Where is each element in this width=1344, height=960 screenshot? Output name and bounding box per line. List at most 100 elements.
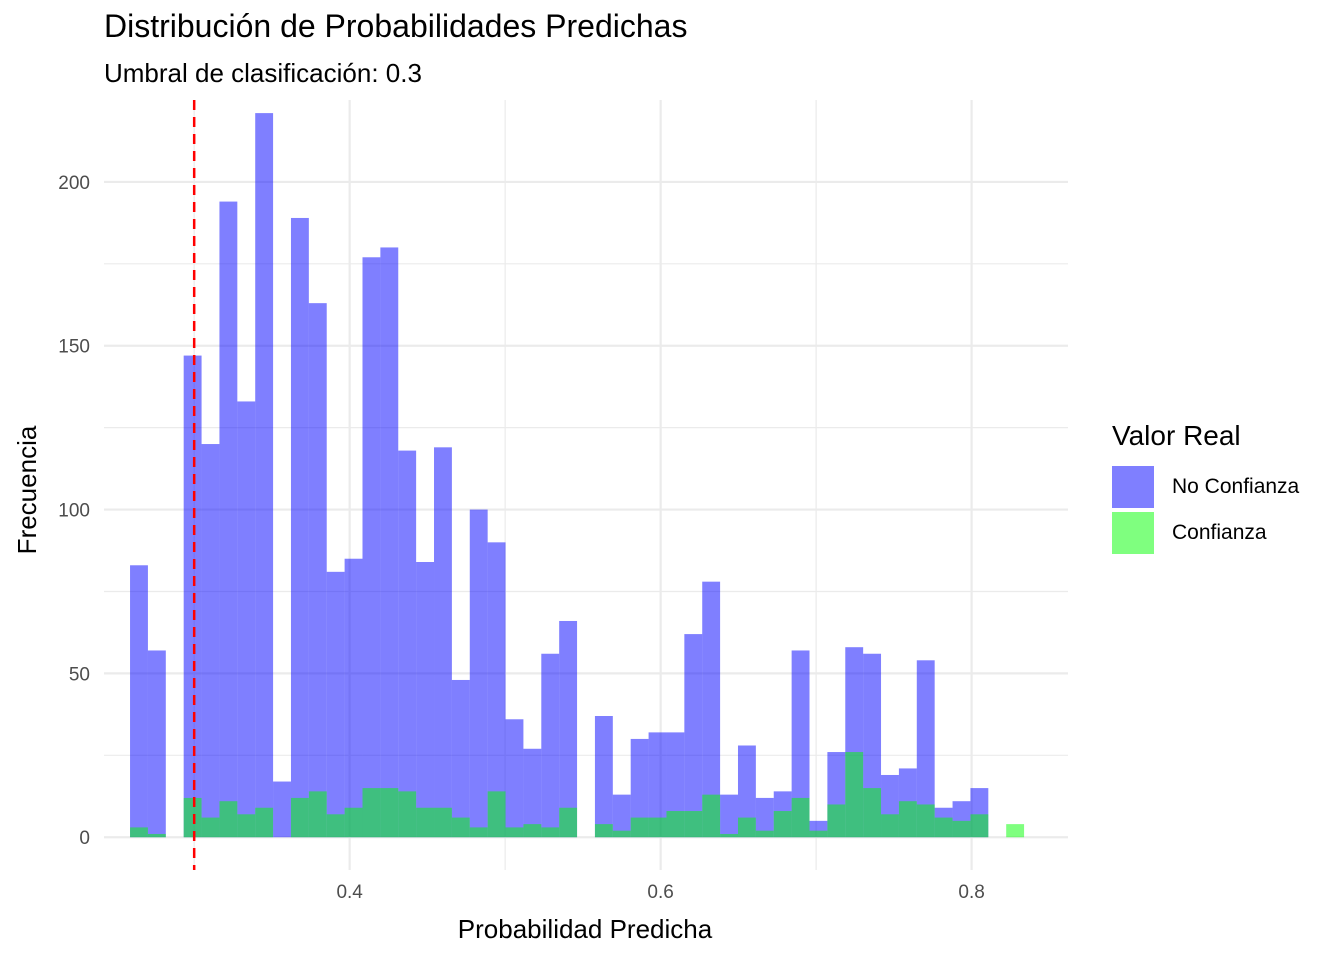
bar-confianza (898, 801, 917, 838)
bar-no-confianza (541, 653, 560, 838)
bar-confianza (666, 811, 685, 838)
bar-no-confianza (755, 797, 774, 838)
bar-confianza (326, 814, 345, 838)
legend-label-no-confianza: No Confianza (1172, 475, 1300, 498)
bar-no-confianza (273, 781, 291, 838)
bar-confianza (362, 788, 381, 838)
bar-no-confianza (737, 745, 756, 838)
legend-item-confianza: Confianza (1112, 510, 1299, 556)
bar-confianza (702, 794, 721, 838)
bar-confianza (916, 804, 935, 838)
bar-no-confianza (344, 558, 363, 838)
bar-confianza (755, 830, 774, 838)
x-axis-title: Probabilidad Predicha (458, 914, 713, 944)
legend-item-no-confianza: No Confianza (1112, 464, 1299, 510)
bar-confianza (147, 833, 166, 838)
legend-label-confianza: Confianza (1172, 521, 1267, 544)
bar-confianza (487, 791, 506, 838)
bar-no-confianza (630, 738, 649, 838)
chart-subtitle: Umbral de clasificación: 0.3 (104, 58, 422, 88)
bar-no-confianza (326, 571, 345, 838)
y-axis-ticks: 0 50 100 150 200 (58, 173, 90, 849)
bar-confianza (970, 814, 989, 838)
bar-confianza (648, 817, 667, 838)
bar-confianza (827, 804, 846, 838)
bar-confianza (612, 830, 631, 838)
chart-title: Distribución de Probabilidades Predichas (104, 8, 688, 44)
bar-confianza (434, 807, 452, 838)
bar-no-confianza (147, 650, 166, 838)
bar-no-confianza (451, 679, 470, 838)
y-axis-title: Frecuencia (12, 425, 42, 554)
x-tick-label: 0.8 (958, 882, 984, 903)
bar-no-confianza (594, 716, 613, 838)
bar-no-confianza (702, 581, 721, 838)
bar-confianza (451, 817, 470, 838)
y-tick-label: 50 (69, 664, 90, 685)
bar-confianza (130, 827, 148, 838)
bar-confianza (934, 817, 953, 838)
bar-no-confianza (290, 217, 309, 838)
bar-confianza (881, 814, 899, 838)
x-tick-label: 0.6 (647, 882, 673, 903)
bar-confianza (773, 811, 792, 838)
y-tick-label: 0 (79, 828, 90, 849)
bar-confianza (952, 820, 971, 838)
legend: Valor Real No Confianza Confianza (1112, 420, 1299, 556)
bar-no-confianza (434, 447, 452, 838)
bar-confianza (541, 827, 560, 838)
bar-confianza (809, 830, 828, 838)
y-tick-label: 100 (58, 501, 90, 522)
bar-no-confianza (648, 732, 667, 838)
bar-confianza (308, 791, 327, 838)
bar-confianza (863, 788, 882, 838)
bar-no-confianza (684, 634, 703, 838)
series-confianza (130, 752, 1025, 838)
bar-no-confianza (791, 650, 810, 838)
series-no-confianza (130, 113, 989, 838)
bar-confianza (523, 824, 542, 838)
bar-confianza (684, 811, 703, 838)
bar-confianza (845, 752, 864, 838)
bar-confianza (219, 801, 238, 838)
legend-swatch-no-confianza (1112, 466, 1154, 508)
bar-confianza (398, 791, 417, 838)
bar-no-confianza (237, 401, 256, 838)
bar-no-confianza (416, 562, 435, 838)
bar-no-confianza (380, 247, 399, 838)
bar-confianza (559, 807, 578, 838)
bar-no-confianza (487, 542, 506, 838)
x-tick-label: 0.4 (336, 882, 363, 903)
bar-confianza (791, 797, 810, 838)
bar-no-confianza (505, 719, 524, 838)
bar-no-confianza (559, 620, 578, 838)
bar-confianza (344, 807, 363, 838)
bar-confianza (737, 817, 756, 838)
bar-confianza (469, 827, 488, 838)
bar-no-confianza (612, 794, 631, 838)
bar-no-confianza (523, 748, 542, 838)
y-tick-label: 200 (58, 173, 90, 194)
bar-confianza (255, 807, 274, 838)
bar-no-confianza (308, 303, 327, 838)
bar-confianza (416, 807, 435, 838)
bar-no-confianza (398, 450, 417, 838)
y-tick-label: 150 (58, 337, 90, 358)
bar-confianza (237, 814, 256, 838)
bar-confianza (201, 817, 220, 838)
bar-no-confianza (183, 355, 202, 838)
bar-confianza (183, 797, 202, 838)
x-axis-ticks: 0.4 0.6 0.8 (336, 882, 984, 903)
bar-confianza (380, 788, 399, 838)
bar-no-confianza (916, 660, 935, 838)
bar-no-confianza (219, 201, 238, 838)
bar-confianza (720, 833, 738, 838)
bar-no-confianza (469, 509, 488, 838)
bar-confianza (630, 817, 649, 838)
bar-no-confianza (255, 113, 274, 838)
bar-confianza (594, 824, 613, 838)
legend-title: Valor Real (1112, 420, 1241, 451)
bar-confianza (1006, 824, 1025, 838)
bar-confianza (505, 827, 524, 838)
